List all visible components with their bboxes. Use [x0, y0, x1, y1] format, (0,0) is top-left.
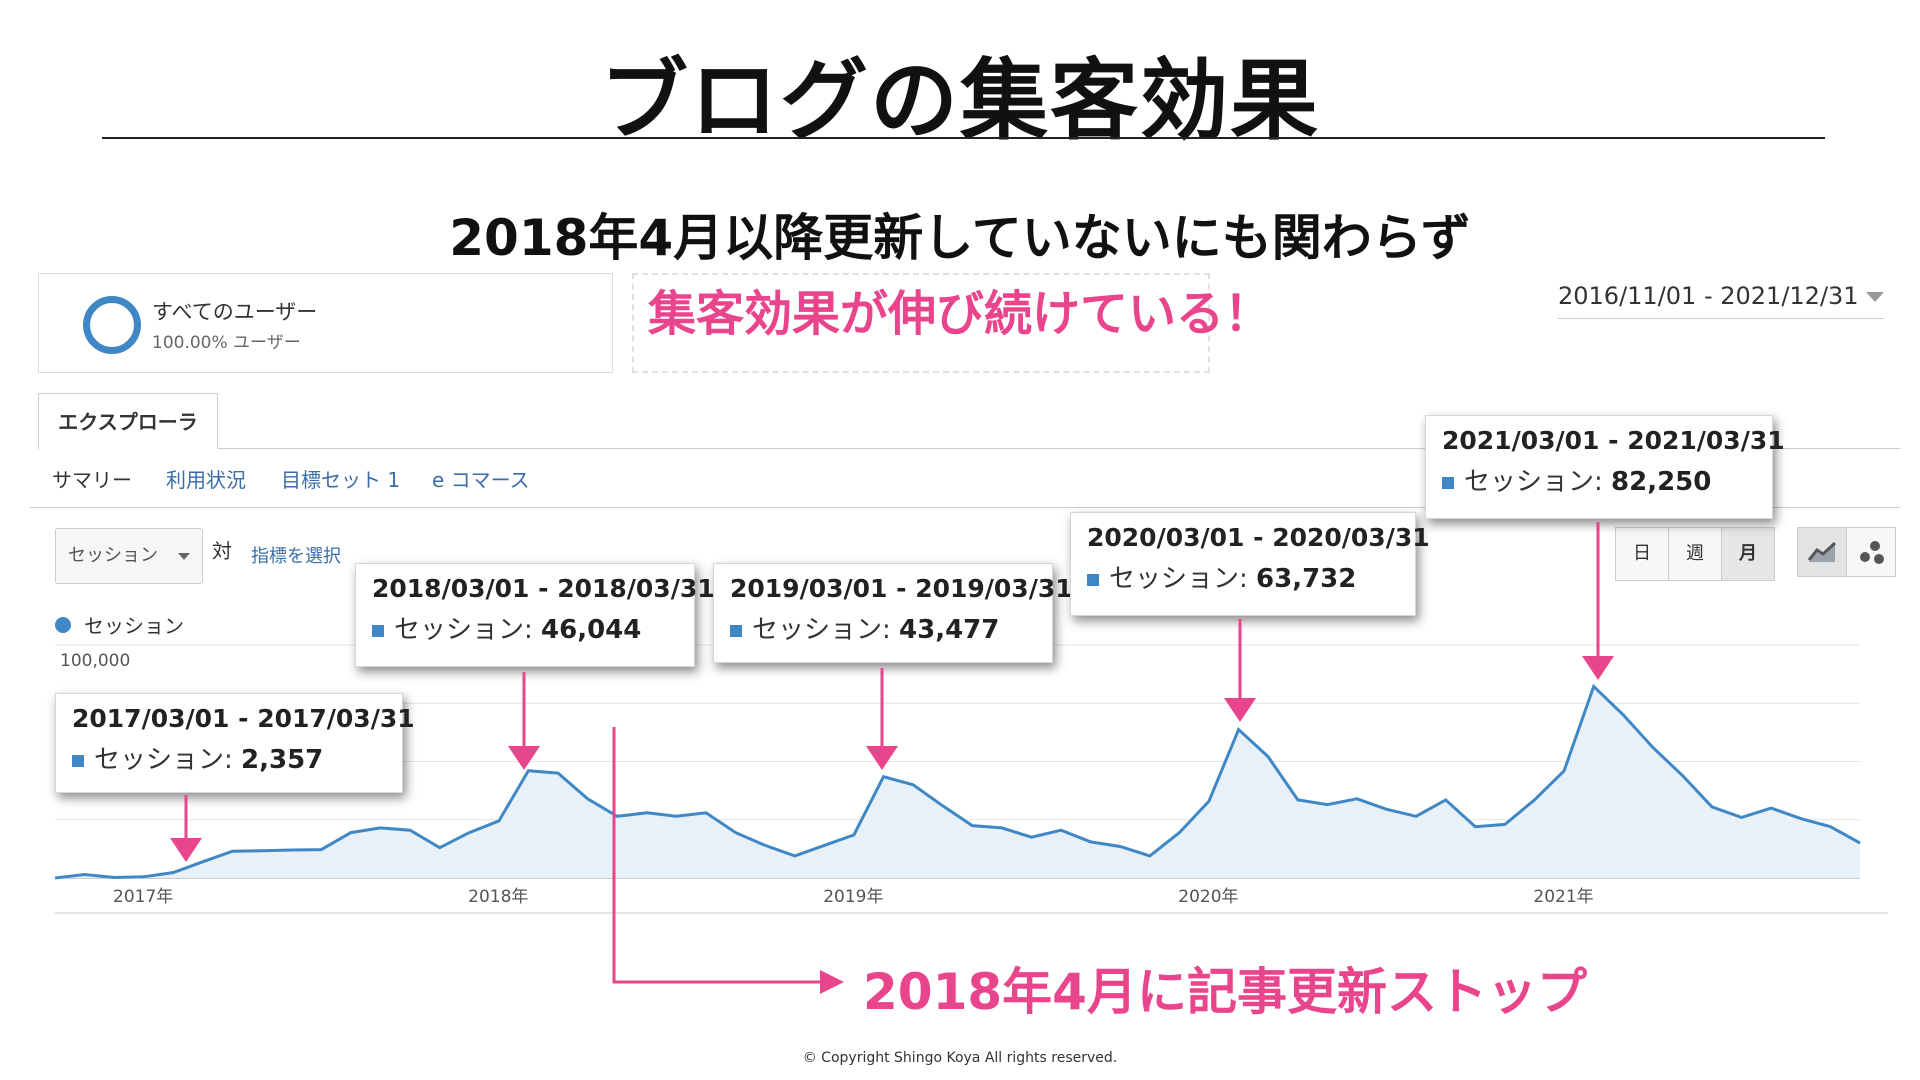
date-range-picker[interactable]: 2016/11/01 - 2021/12/31 — [1558, 278, 1884, 319]
legend-series-label: セッション — [84, 614, 184, 638]
subnav-ecommerce[interactable]: e コマース — [432, 468, 530, 492]
bubble-chart-button[interactable] — [1846, 527, 1896, 577]
line-chart-icon — [1807, 541, 1837, 562]
series-square-icon — [72, 754, 84, 767]
tooltip-range: 2018/03/01 - 2018/03/31 — [372, 574, 715, 603]
tooltip-value: 43,477 — [899, 615, 1000, 645]
copyright: © Copyright Shingo Koya All rights reser… — [802, 1050, 1118, 1066]
slide-subtitle: 2018年4月以降更新していないにも関わらず — [449, 209, 1471, 267]
metric-select[interactable]: セッション — [55, 528, 203, 584]
subnav-usage[interactable]: 利用状況 — [166, 468, 246, 492]
subnav-goal-set[interactable]: 目標セット 1 — [281, 468, 401, 492]
tooltip-range: 2019/03/01 - 2019/03/31 — [730, 574, 1073, 603]
chart-type-toggle — [1797, 527, 1896, 577]
tooltip-value: 82,250 — [1611, 467, 1712, 497]
y-tick-label: 100,000 — [60, 651, 130, 671]
series-square-icon — [372, 624, 384, 637]
arrowhead-2019 — [866, 746, 898, 770]
tooltip-2020: 2020/03/01 - 2020/03/31 セッション: 63,732 — [1070, 512, 1430, 616]
arrow-stop — [612, 727, 820, 984]
date-range-text: 2016/11/01 - 2021/12/31 — [1558, 282, 1859, 310]
tab-divider — [217, 448, 1900, 449]
period-toggle: 日 週 月 — [1615, 527, 1775, 581]
period-month-button[interactable]: 月 — [1721, 527, 1775, 581]
legend-series-dot — [55, 617, 71, 633]
tooltip-row: セッション: 2,357 — [72, 739, 386, 776]
x-tick-label: 2021年 — [1533, 887, 1593, 907]
line-chart-button[interactable] — [1797, 527, 1847, 577]
segment-ring-icon — [83, 296, 141, 354]
series-square-icon — [1442, 476, 1454, 489]
tooltip-range: 2021/03/01 - 2021/03/31 — [1442, 426, 1785, 455]
slide-title: ブログの集客効果 — [599, 49, 1320, 152]
tooltip-metric-label: セッション: — [394, 615, 533, 645]
series-square-icon — [730, 624, 742, 637]
stop-annotation: 2018年4月に記事更新ストップ — [863, 963, 1587, 1021]
tooltip-value: 2,357 — [241, 745, 324, 775]
tooltip-row: セッション: 43,477 — [730, 609, 1036, 646]
tooltip-2018: 2018/03/01 - 2018/03/31 セッション: 46,044 — [355, 563, 715, 667]
segment-percent: 100.00% ユーザー — [152, 333, 301, 353]
tooltip-2017: 2017/03/01 - 2017/03/31 セッション: 2,357 — [55, 693, 415, 793]
arrowhead-2021 — [1582, 656, 1614, 680]
segment-name: すべてのユーザー — [152, 300, 318, 324]
series-line-セッション — [54, 683, 1861, 880]
vs-label: 対 — [212, 539, 232, 563]
tooltip-row: セッション: 63,732 — [1087, 558, 1399, 595]
chevron-down-icon — [1866, 292, 1884, 302]
x-tick-label: 2020年 — [1178, 887, 1238, 907]
add-segment-placeholder[interactable] — [632, 273, 1210, 373]
subnav-divider — [30, 507, 1900, 508]
period-day-button[interactable]: 日 — [1615, 527, 1669, 581]
tooltip-metric-label: セッション: — [1109, 564, 1248, 594]
title-divider — [102, 137, 1825, 139]
series-square-icon — [1087, 573, 1099, 586]
bubble-chart-icon — [1860, 541, 1884, 564]
annotation-arrows — [170, 522, 1614, 994]
series-area-fill — [55, 686, 1860, 878]
arrowhead-2017 — [170, 838, 202, 862]
segment-card[interactable]: すべてのユーザー 100.00% ユーザー — [38, 273, 613, 373]
x-tick-label: 2017年 — [113, 887, 173, 907]
x-tick-label: 2019年 — [823, 887, 883, 907]
arrowhead-2018 — [508, 746, 540, 770]
tab-explorer[interactable]: エクスプローラ — [38, 393, 218, 449]
tooltip-value: 63,732 — [1256, 564, 1357, 594]
tooltip-row: セッション: 82,250 — [1442, 461, 1756, 498]
arrowhead-stop — [820, 970, 844, 994]
tooltip-2019: 2019/03/01 - 2019/03/31 セッション: 43,477 — [713, 563, 1073, 663]
metric-select-value: セッション — [68, 545, 158, 566]
subnav-summary[interactable]: サマリー — [52, 468, 132, 492]
arrowhead-2020 — [1224, 698, 1256, 722]
tooltip-range: 2020/03/01 - 2020/03/31 — [1087, 523, 1430, 552]
tooltip-row: セッション: 46,044 — [372, 609, 678, 646]
highlight-text: 集客効果が伸び続けている！ — [647, 286, 1272, 342]
tooltip-2021: 2021/03/01 - 2021/03/31 セッション: 82,250 — [1425, 415, 1785, 519]
chevron-down-icon — [178, 553, 190, 560]
choose-metric-link[interactable]: 指標を選択 — [251, 546, 341, 567]
tooltip-metric-label: セッション: — [752, 615, 891, 645]
x-tick-label: 2018年 — [468, 887, 528, 907]
tooltip-range: 2017/03/01 - 2017/03/31 — [72, 704, 415, 733]
period-week-button[interactable]: 週 — [1668, 527, 1722, 581]
tooltip-metric-label: セッション: — [1464, 467, 1603, 497]
tooltip-metric-label: セッション: — [94, 745, 233, 775]
tooltip-value: 46,044 — [541, 615, 642, 645]
